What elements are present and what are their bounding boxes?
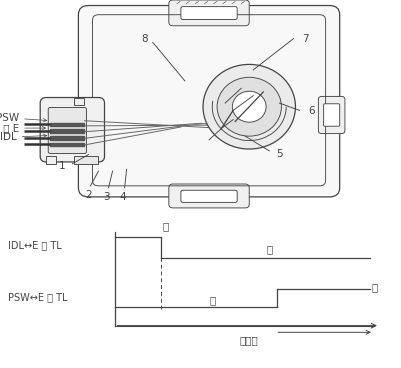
Bar [50,136,84,140]
Text: 通: 通 [162,221,169,231]
Text: 5: 5 [275,149,282,159]
Text: IDL: IDL [0,132,47,142]
Text: TL 或 E: TL 或 E [0,123,45,133]
FancyBboxPatch shape [168,0,249,26]
Text: 4: 4 [119,192,126,202]
Text: 6: 6 [308,106,314,116]
Text: 通: 通 [371,282,377,292]
Circle shape [217,77,281,136]
Bar [74,156,98,164]
Circle shape [232,91,265,122]
Bar [46,156,56,164]
Text: 1: 1 [59,161,65,171]
FancyBboxPatch shape [318,96,344,134]
Bar [74,98,84,105]
Text: 节气门: 节气门 [239,335,257,345]
FancyBboxPatch shape [180,190,237,202]
Bar [50,143,84,146]
Text: IDL↔E 或 TL: IDL↔E 或 TL [8,241,62,251]
FancyBboxPatch shape [323,104,339,126]
Bar [50,123,84,126]
FancyBboxPatch shape [168,184,249,208]
FancyBboxPatch shape [40,98,104,162]
Bar [50,129,84,133]
Text: 3: 3 [103,192,109,202]
Text: PSW↔E 或 TL: PSW↔E 或 TL [8,292,67,302]
Text: 7: 7 [302,33,308,44]
Text: 断: 断 [209,295,216,305]
Text: 2: 2 [85,190,91,200]
FancyBboxPatch shape [78,6,339,197]
Text: 8: 8 [141,34,148,45]
Circle shape [203,64,295,149]
Text: 断: 断 [265,245,272,255]
FancyBboxPatch shape [48,107,86,153]
FancyBboxPatch shape [180,7,237,20]
Text: PSW: PSW [0,113,47,123]
